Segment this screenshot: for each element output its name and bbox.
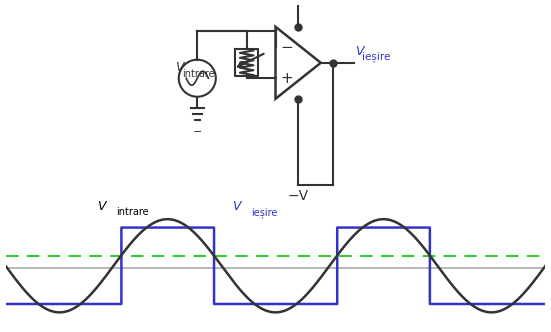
- Text: −: −: [193, 127, 202, 137]
- Text: −V: −V: [288, 189, 309, 204]
- Text: V: V: [175, 61, 183, 74]
- Text: ieșire: ieșire: [362, 51, 390, 62]
- Text: intrare: intrare: [116, 207, 149, 217]
- Text: V: V: [98, 200, 106, 212]
- Text: intrare: intrare: [182, 69, 214, 79]
- Text: −: −: [280, 40, 293, 55]
- Text: +: +: [280, 71, 293, 86]
- Text: V: V: [233, 200, 241, 212]
- Text: +V: +V: [287, 0, 307, 3]
- Text: ieșire: ieșire: [251, 207, 278, 217]
- Text: V: V: [355, 45, 363, 58]
